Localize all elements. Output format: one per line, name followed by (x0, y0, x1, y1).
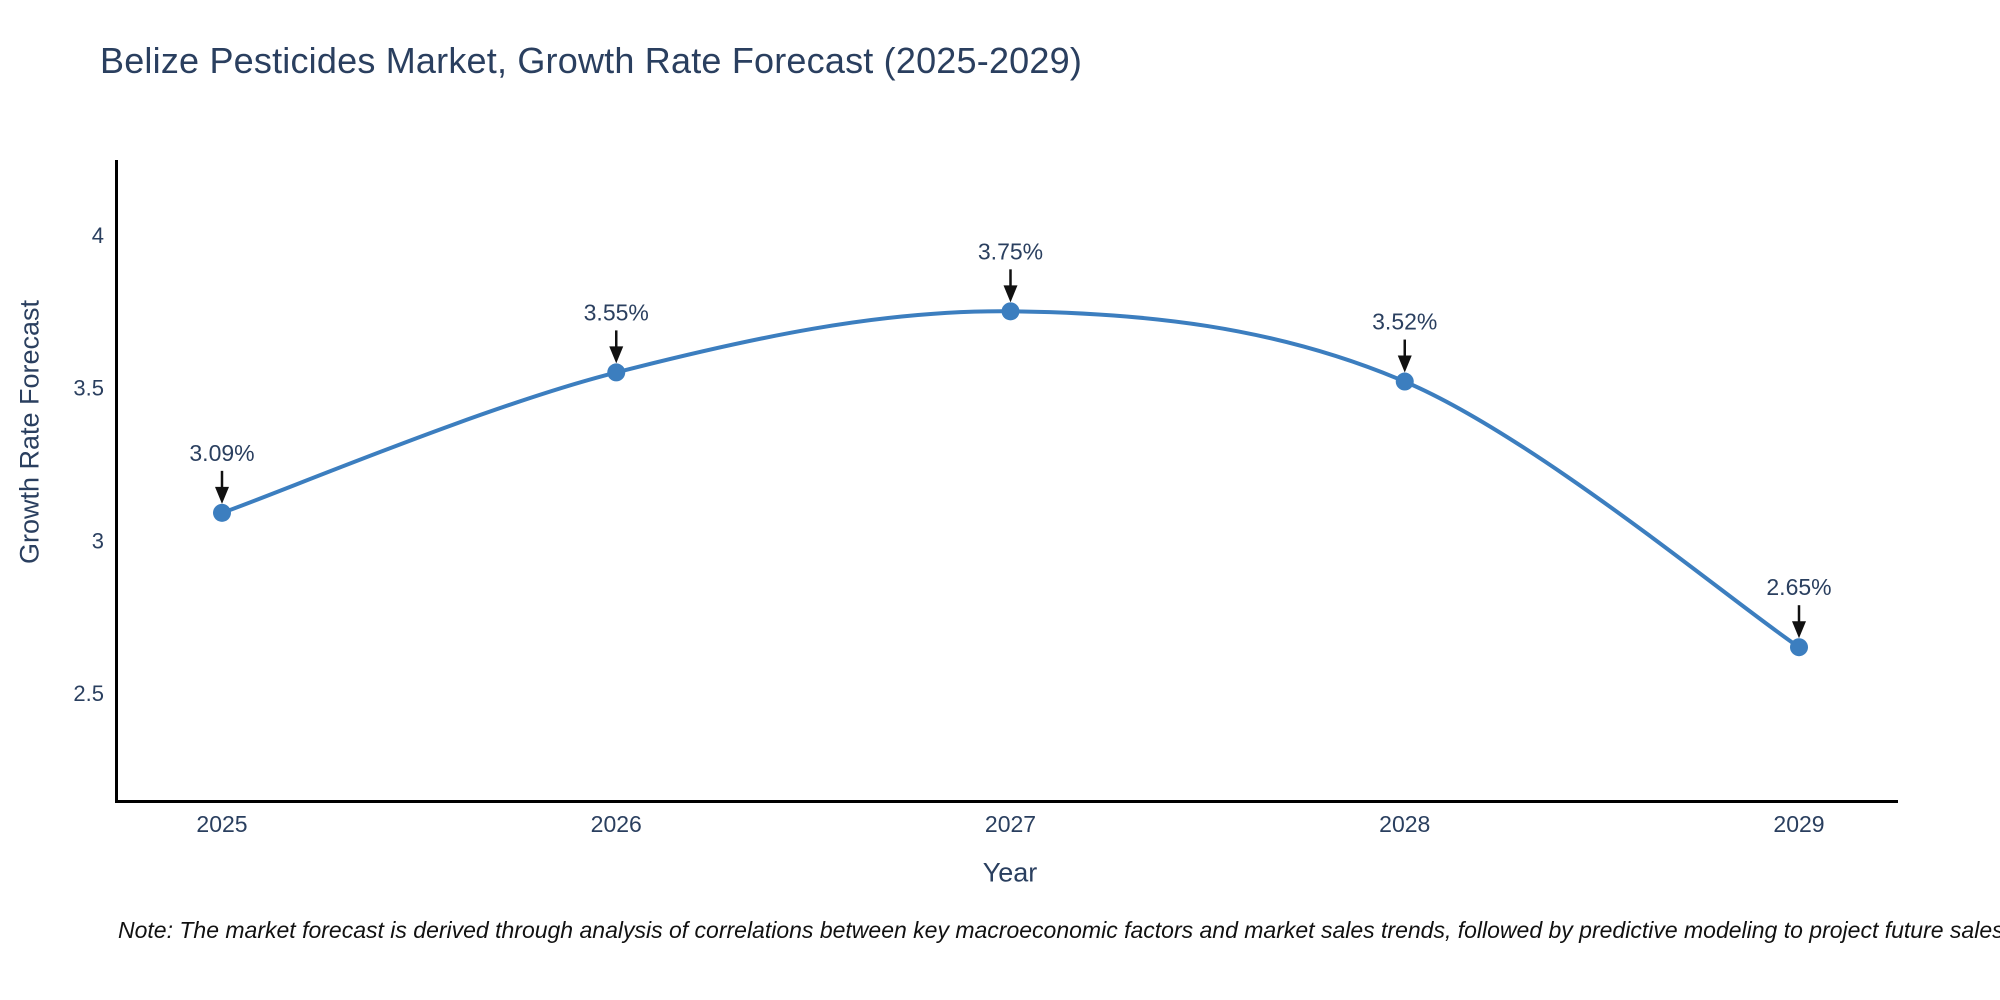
x-tick-label: 2025 (196, 811, 247, 837)
data-point-marker[interactable] (1790, 638, 1808, 657)
annotation-arrowhead-icon (1792, 621, 1806, 639)
x-tick-label: 2028 (1379, 811, 1430, 837)
axis-ticks: 4 3.5 3 2.5 2025 2026 2027 2028 2029 (73, 223, 1824, 837)
annotation-label: 3.09% (189, 440, 254, 466)
data-point-marker[interactable] (607, 363, 626, 382)
data-point-marker[interactable] (213, 503, 231, 522)
annotation-arrowhead-icon (215, 486, 229, 504)
annotation-label: 3.75% (978, 238, 1043, 264)
trend-line (220, 309, 1801, 650)
annotation-label: 2.65% (1766, 574, 1831, 600)
annotation-label: 3.52% (1372, 309, 1437, 335)
annotations: 3.09% 3.55% 3.75% 3.52% 2.65% (189, 238, 1832, 639)
data-point-marker[interactable] (1395, 372, 1414, 391)
x-tick-label: 2026 (591, 811, 642, 837)
chart-title: Belize Pesticides Market, Growth Rate Fo… (100, 40, 1083, 81)
annotation-arrowhead-icon (609, 346, 624, 364)
y-tick-label: 3 (92, 528, 104, 553)
data-series (213, 302, 1808, 657)
data-point-marker[interactable] (1001, 302, 1020, 321)
chart-note: Note: The market forecast is derived thr… (118, 917, 2000, 943)
y-tick-label: 4 (92, 223, 104, 248)
annotation-arrowhead-icon (1397, 355, 1412, 373)
y-tick-label: 2.5 (73, 681, 104, 706)
annotation-arrowhead-icon (1003, 285, 1018, 303)
x-tick-label: 2027 (985, 811, 1036, 837)
x-axis-title: Year (982, 857, 1038, 888)
x-tick-label: 2029 (1773, 811, 1824, 837)
y-tick-label: 3.5 (73, 376, 104, 401)
annotation-label: 3.55% (584, 299, 649, 325)
